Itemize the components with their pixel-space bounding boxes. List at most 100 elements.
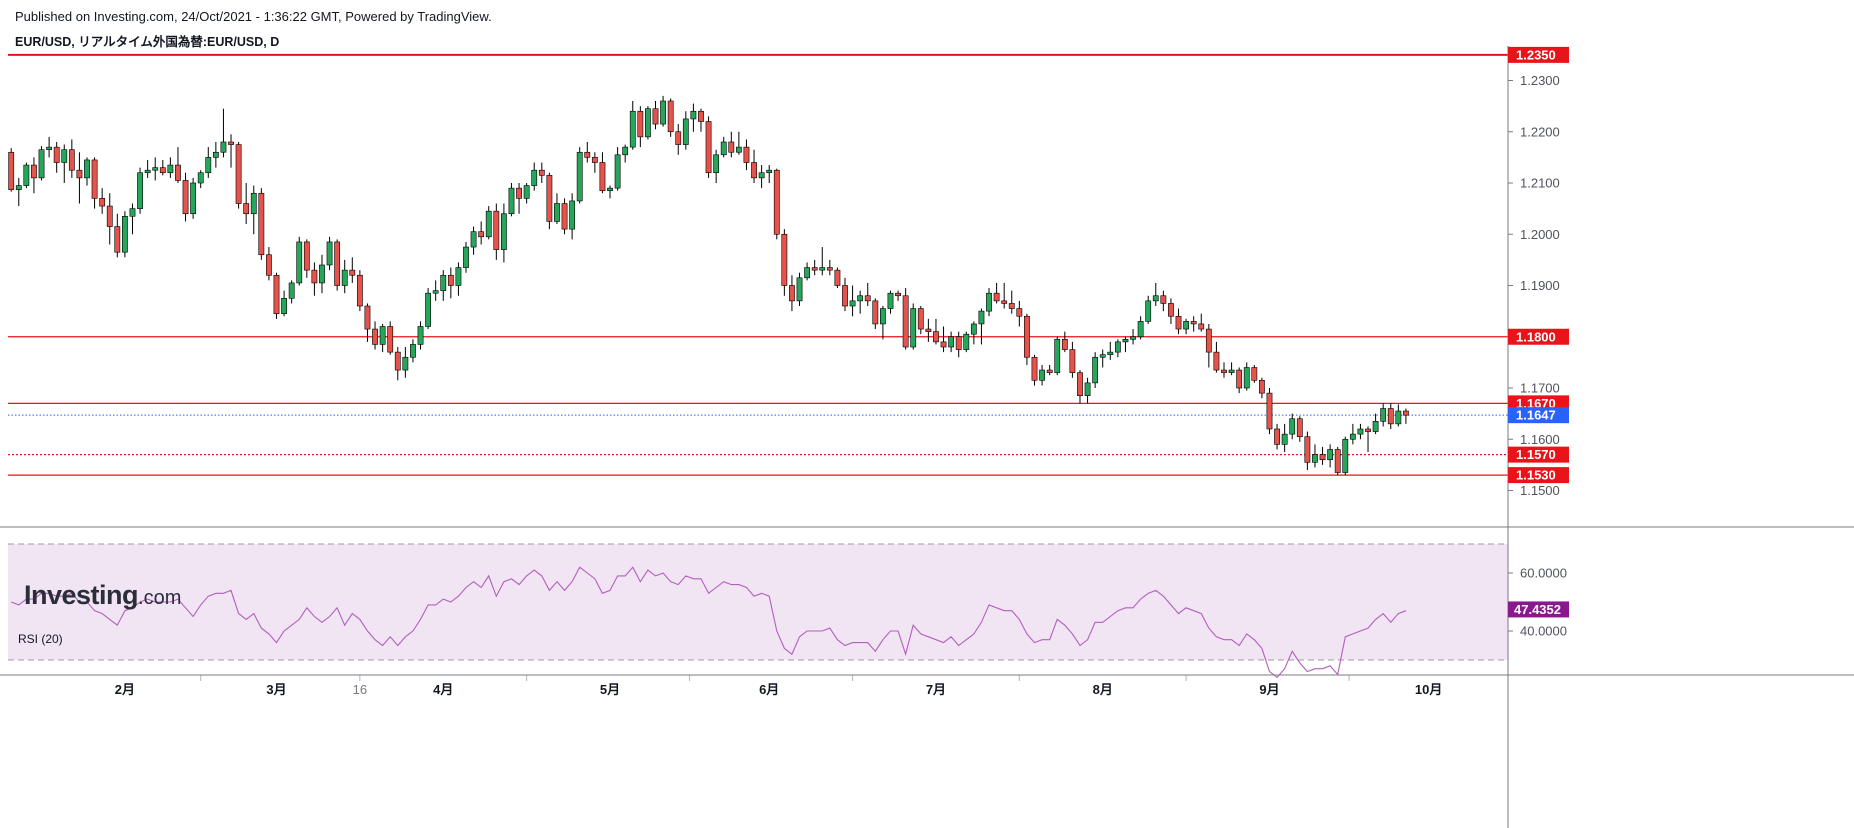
candle-up [1372,413,1379,435]
candle-up [281,290,287,317]
time-tick-label: 16 [353,682,367,697]
candle-body [819,267,826,271]
candle-up [1243,362,1250,391]
candle-body [895,292,901,297]
candle-up [1228,362,1235,376]
candle-body [1289,418,1296,435]
rsi-axis: 40.0000 60.0000 47.4352 [1508,566,1569,639]
price-tick-label: 1.2100 [1520,176,1560,191]
candle-up [576,147,583,204]
candle-up [1054,336,1061,376]
badge-label: 47.4352 [1514,602,1561,617]
candle-body [811,267,818,271]
candle-body [826,267,833,271]
candle-up [288,280,295,304]
candle-body [235,144,242,204]
logo-name: Investing [24,580,139,610]
candle-body [303,241,310,271]
time-tick-label: 4月 [433,682,453,697]
candle-down [235,142,242,209]
candle-body [1334,449,1341,473]
badge-bg [1508,601,1569,618]
candle-down [895,290,901,301]
candle-body [1387,408,1394,425]
candle-body [948,336,955,348]
candle-body [432,290,439,294]
candle-down [842,277,848,312]
candle-body [394,351,401,371]
candle-body [516,187,522,199]
candle-up [1084,377,1091,404]
candle-down [826,259,833,276]
candle-body [137,172,143,209]
candle-body [1319,454,1326,461]
candle-up [167,157,174,178]
candle-body [1031,356,1038,381]
candle-down [1069,341,1076,378]
candle-body [675,131,682,145]
candle-up [455,262,462,296]
candle-down [372,321,378,350]
candle-up [319,254,325,294]
candle-body [713,154,720,174]
time-tick-label: 7月 [926,682,946,697]
candle-up [1092,352,1099,388]
candle-down [266,247,272,281]
candle-body [902,295,909,348]
candle-body [220,141,227,153]
candle-up [986,288,992,317]
candle-body [720,141,727,156]
candle-body [1357,428,1364,435]
candle-down [243,183,250,224]
candle-body [857,295,864,302]
candle-up [379,323,386,353]
candle-up [1342,436,1349,476]
candle-body [1099,354,1106,358]
candle-body [925,328,932,332]
candle-body [1304,436,1311,463]
badge-bg [1508,328,1569,345]
candle-up [758,165,765,189]
candle-body [493,210,500,250]
time-axis: 2月 3月 16 4月 5月 6月 7月 8月 9月 10月 [115,682,1443,697]
candle-body [1403,410,1409,416]
candle-body [1122,339,1129,343]
time-tick-label: 10月 [1415,682,1442,697]
time-tick-label: 2月 [115,682,135,697]
badge-label: 1.1530 [1516,468,1556,483]
candle-body [1190,321,1197,325]
level-badge: 1.1530 [1508,467,1569,484]
badge-bg [1508,46,1569,63]
candle-down [743,139,750,171]
candle-body [622,146,629,156]
candle-body [735,146,742,153]
candle-down [698,108,704,132]
candle-down [728,131,735,158]
candle-down [31,157,37,194]
candle-body [478,231,485,238]
candle-body [205,157,212,174]
candle-down [76,152,83,204]
candle-down [637,106,644,148]
candle-up [857,290,864,314]
candle-body [372,328,378,345]
level-badge: 1.2350 [1508,46,1569,63]
candle-body [258,192,265,256]
candle-body [167,164,174,174]
candle-body [781,233,788,286]
candle-body [190,182,197,215]
candle-body [326,241,333,266]
candle-body [705,121,712,174]
candle-body [993,292,1000,302]
candle-body [1084,382,1091,396]
candle-body [1046,369,1053,373]
candle-up [410,339,416,363]
candle-body [175,164,181,181]
candle-body [243,203,250,215]
candle-down [773,168,780,240]
candle-down [1016,300,1023,327]
candle-body [114,226,121,253]
candle-up [61,144,68,183]
candle-down [940,326,947,353]
